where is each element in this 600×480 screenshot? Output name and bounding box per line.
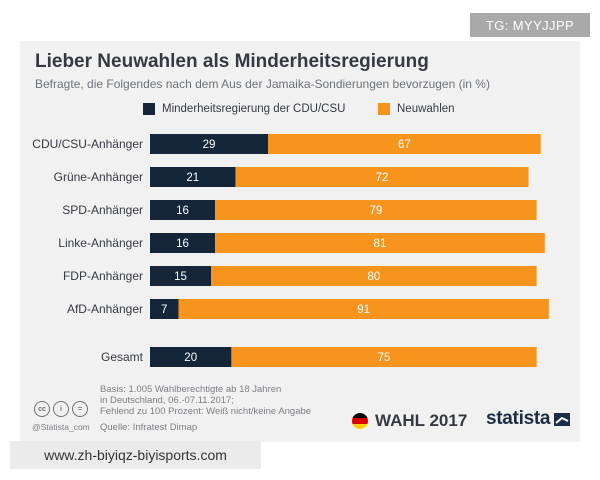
value-label-minority-gesamt: 20 (184, 352, 197, 364)
category-label-fdp-anh-nger: FDP-Anhänger (63, 269, 143, 283)
value-label-minority-gr-ne-anh-nger: 21 (186, 172, 199, 184)
value-label-new-elections-gr-ne-anh-nger: 72 (376, 172, 389, 184)
footer-basis: Basis: 1.005 Wahlberechtigte ab 18 Jahre… (100, 384, 311, 417)
bar-minority-cdu-csu-anh-nger (150, 134, 269, 154)
bar-new-elections-afd-anh-nger (178, 299, 549, 319)
legend-swatch-minority (143, 103, 155, 115)
no-derivatives-icon: = (72, 401, 88, 417)
basis-line: in Deutschland, 06.-07.11.2017; (100, 395, 234, 406)
category-label-spd-anh-nger: SPD-Anhänger (62, 203, 143, 217)
category-label-cdu-csu-anh-nger: CDU/CSU-Anhänger (32, 137, 143, 151)
bar-new-elections-spd-anh-nger (215, 200, 537, 220)
legend-item-minority: Minderheitsregierung der CDU/CSU (143, 103, 345, 115)
cc-icon: cc (34, 401, 50, 417)
category-label-linke-anh-nger: Linke-Anhänger (58, 236, 143, 250)
chart-card: Lieber Neuwahlen als Minderheitsregierun… (20, 41, 580, 442)
category-label-gr-ne-anh-nger: Grüne-Anhänger (54, 170, 143, 184)
wahl-2017-logo: WAHL 2017 (352, 411, 467, 431)
legend-swatch-new-elections (378, 103, 390, 115)
value-label-minority-spd-anh-nger: 16 (176, 205, 189, 217)
value-label-new-elections-cdu-csu-anh-nger: 67 (398, 139, 411, 151)
bar-new-elections-cdu-csu-anh-nger (268, 134, 541, 154)
value-label-minority-fdp-anh-nger: 15 (174, 271, 187, 283)
value-label-new-elections-afd-anh-nger: 91 (357, 304, 370, 316)
basis-line: Basis: 1.005 Wahlberechtigte ab 18 Jahre… (100, 384, 282, 395)
category-label-gesamt: Gesamt (101, 350, 144, 364)
chart-subtitle: Befragte, die Folgendes nach dem Aus der… (35, 77, 490, 91)
wahl-2017-label: WAHL 2017 (375, 411, 468, 430)
source-note: Quelle: Infratest Dimap (100, 422, 198, 433)
value-label-new-elections-gesamt: 75 (378, 352, 391, 364)
bar-minority-gr-ne-anh-nger (150, 167, 236, 187)
bar-minority-fdp-anh-nger (150, 266, 212, 286)
value-label-new-elections-linke-anh-nger: 81 (374, 238, 387, 250)
chart-title: Lieber Neuwahlen als Minderheitsregierun… (35, 51, 429, 72)
statista-wordmark: statista (486, 408, 551, 429)
attribution-icon: i (53, 401, 69, 417)
bar-minority-afd-anh-nger (150, 299, 179, 319)
bar-minority-gesamt (150, 347, 232, 367)
bar-new-elections-gesamt (231, 347, 537, 367)
statista-mark-icon (554, 412, 571, 426)
chart-legend: Minderheitsregierung der CDU/CSU Neuwahl… (20, 103, 580, 119)
bar-new-elections-gr-ne-anh-nger (235, 167, 529, 187)
category-label-afd-anh-nger: AfD-Anhänger (67, 302, 143, 316)
value-label-minority-linke-anh-nger: 16 (176, 238, 189, 250)
value-label-new-elections-spd-anh-nger: 79 (369, 205, 382, 217)
bar-minority-linke-anh-nger (150, 233, 216, 253)
bar-minority-spd-anh-nger (150, 200, 216, 220)
statista-logo: statista (486, 408, 571, 430)
legend-label-minority: Minderheitsregierung der CDU/CSU (162, 103, 346, 115)
legend-label-new-elections: Neuwahlen (397, 103, 455, 115)
value-label-minority-afd-anh-nger: 7 (161, 304, 167, 316)
bar-chart: CDU/CSU-Anhänger 29 67 Grüne-Anhänger 21 72 SP… (32, 134, 549, 367)
cc-license-icons: cc i = (34, 401, 91, 417)
legend-item-new-elections: Neuwahlen (378, 103, 455, 115)
german-flag-icon (352, 413, 368, 429)
watermark-url: www.zh-biyiqz-biyisports.com (10, 441, 261, 469)
value-label-new-elections-fdp-anh-nger: 80 (367, 271, 380, 283)
bar-new-elections-fdp-anh-nger (211, 266, 537, 286)
value-label-minority-cdu-csu-anh-nger: 29 (203, 139, 216, 151)
tag-label: TG: MYYJJPP (470, 13, 590, 37)
statista-handle: @Statista_com (32, 422, 90, 432)
basis-line: Fehlend zu 100 Prozent: Weiß nicht/keine… (100, 406, 312, 417)
bar-new-elections-linke-anh-nger (215, 233, 545, 253)
